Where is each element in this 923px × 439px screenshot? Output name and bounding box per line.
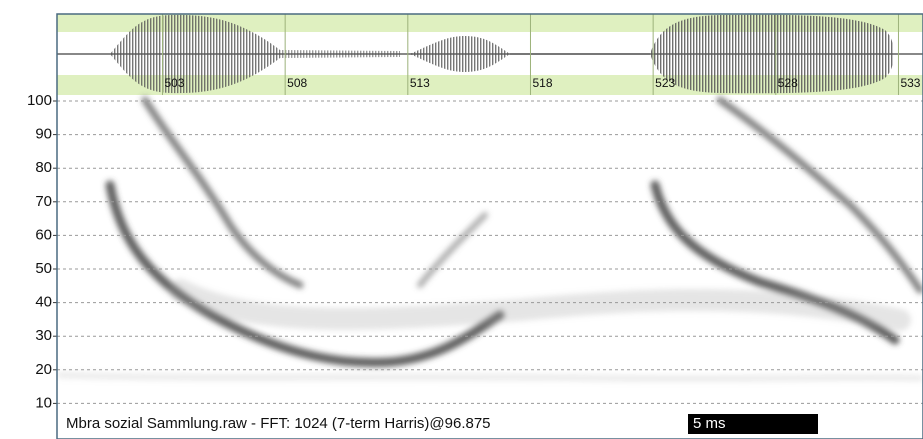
- oscillogram: [57, 14, 923, 95]
- x-tick-label: 528: [778, 76, 798, 90]
- y-tick-label: 90: [35, 126, 52, 143]
- scale-bar: [688, 414, 818, 434]
- y-tick-label: 100: [27, 92, 52, 109]
- x-axis: 8503508513518523528533: [161, 14, 921, 95]
- scale-bar-label: 5 ms: [693, 415, 726, 432]
- waveform: [280, 50, 400, 58]
- plot-frame: [56, 13, 923, 439]
- y-tick-label: 30: [35, 327, 52, 344]
- x-tick-label: 533: [900, 76, 920, 90]
- trace: [417, 212, 488, 288]
- x-tick-label: 513: [410, 76, 430, 90]
- y-tick-label: 40: [35, 294, 52, 311]
- y-tick-label: 50: [35, 260, 52, 277]
- x-tick-label: 523: [655, 76, 675, 90]
- waveform: [410, 36, 510, 72]
- y-tick-label: 60: [35, 226, 52, 243]
- trace: [105, 180, 505, 367]
- waveform: [650, 14, 894, 94]
- caption-box: [60, 412, 680, 436]
- caption: Mbra sozial Sammlung.raw - FFT: 1024 (7-…: [66, 415, 491, 432]
- waveform: [510, 53, 650, 55]
- trace: [141, 96, 304, 289]
- x-tick-label: 508: [287, 76, 307, 90]
- waveform: [110, 14, 280, 94]
- noise: [57, 372, 923, 382]
- y-tick-label: 80: [35, 159, 52, 176]
- x-tick-label: 503: [164, 76, 184, 90]
- y-tick-label: 20: [35, 361, 52, 378]
- x-tick-label: 518: [532, 76, 552, 90]
- y-tick-label: 70: [35, 193, 52, 210]
- y-tick-label: 10: [35, 394, 52, 411]
- trace: [716, 96, 923, 294]
